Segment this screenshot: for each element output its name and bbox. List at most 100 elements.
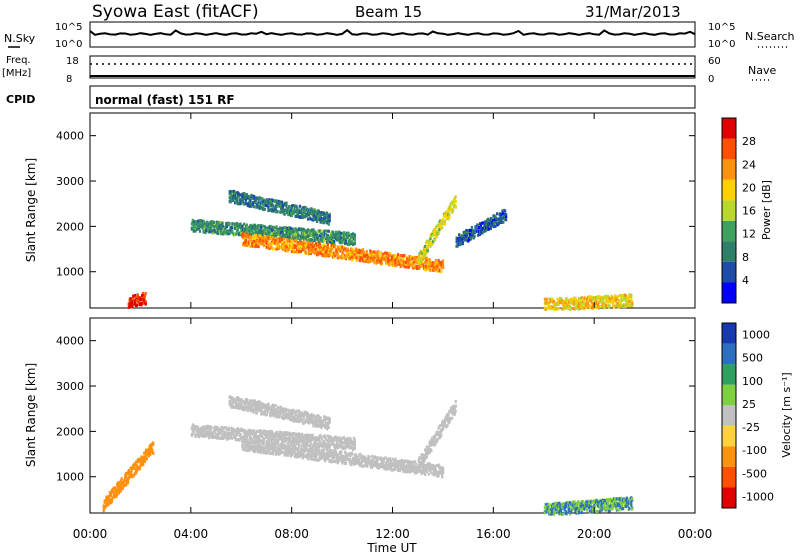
echo-cell: [608, 304, 611, 308]
echo-cell: [424, 241, 428, 245]
echo-cell: [270, 451, 273, 455]
echo-cell: [494, 224, 497, 228]
echo-cell: [336, 446, 339, 449]
echo-cell: [136, 294, 139, 298]
echo-cell: [384, 251, 387, 255]
echo-cell: [363, 464, 366, 468]
echo-cell: [298, 417, 301, 421]
echo-cell: [417, 259, 420, 262]
echo-cell: [437, 474, 440, 478]
echo-cell: [317, 438, 320, 441]
echo-cell: [328, 219, 331, 223]
echo-cell: [245, 193, 248, 197]
echo-cell: [369, 253, 372, 257]
echo-cell: [353, 238, 356, 242]
echo-cell: [340, 231, 343, 235]
echo-cell: [308, 436, 311, 440]
echo-cell: [135, 303, 138, 307]
echo-cell: [270, 245, 273, 249]
echo-cell: [546, 306, 549, 310]
echo-cell: [624, 294, 627, 298]
echo-cell: [247, 201, 250, 205]
echo-cell: [356, 250, 359, 254]
echo-cell: [277, 242, 280, 246]
echo-cell: [448, 209, 451, 213]
echo-cell: [380, 261, 383, 265]
echo-cell: [309, 457, 312, 461]
echo-cell: [316, 246, 320, 250]
echo-cell: [313, 208, 316, 212]
echo-cell: [207, 226, 210, 230]
echo-cell: [281, 412, 284, 416]
echo-cell: [304, 440, 307, 444]
echo-cell: [627, 295, 630, 299]
echo-cell: [372, 259, 375, 263]
echo-cell: [391, 255, 394, 259]
echo-cell: [271, 437, 275, 441]
echo-cell: [338, 232, 341, 236]
echo-cell: [631, 302, 634, 305]
echo-cell: [287, 207, 290, 211]
echo-cell: [560, 297, 563, 301]
echo-cell: [322, 248, 325, 252]
echo-cell: [318, 244, 321, 248]
echo-cell: [448, 213, 451, 217]
echo-cell: [292, 248, 295, 252]
echo-cell: [446, 215, 449, 219]
echo-cell: [243, 241, 246, 245]
echo-cell: [334, 253, 337, 257]
echo-cell: [343, 245, 346, 249]
echo-cell: [436, 472, 439, 476]
echo-cell: [349, 238, 352, 241]
echo-cell: [259, 234, 262, 238]
velocity-echoes: [102, 395, 634, 516]
echo-cell: [307, 443, 310, 447]
echo-cell: [287, 453, 290, 457]
echo-cell: [616, 295, 619, 299]
echo-cell: [482, 230, 485, 233]
echo-cell: [349, 250, 352, 254]
echo-cell: [627, 297, 630, 301]
echo-cell: [618, 305, 621, 309]
echo-cell: [301, 418, 304, 422]
echo-cell: [428, 239, 431, 242]
nsearch-label: N.Search: [745, 30, 795, 43]
echo-cell: [589, 298, 592, 302]
echo-cell: [307, 457, 310, 461]
echo-cell: [414, 266, 417, 270]
echo-cell: [240, 197, 243, 201]
echo-cell: [195, 425, 198, 429]
echo-cell: [422, 257, 425, 261]
echo-cell: [327, 455, 330, 459]
echo-cell: [279, 413, 282, 417]
echo-cell: [438, 269, 441, 273]
echo-cell: [279, 451, 282, 455]
echo-cell: [295, 239, 298, 243]
echo-cell: [379, 456, 383, 460]
echo-cell: [301, 206, 304, 210]
plot-title: Syowa East (fitACF): [92, 2, 259, 22]
echo-cell: [285, 408, 288, 412]
echo-cell: [255, 436, 258, 440]
echo-cell: [378, 251, 381, 255]
echo-cell: [207, 436, 211, 440]
echo-cell: [443, 222, 446, 226]
echo-cell: [332, 231, 335, 235]
echo-cell: [340, 438, 343, 442]
echo-cell: [316, 230, 320, 234]
echo-cell: [414, 469, 417, 472]
echo-cell: [367, 260, 370, 264]
echo-cell: [295, 244, 298, 248]
echo-cell: [274, 208, 277, 212]
echo-cell: [234, 232, 238, 236]
echo-cell: [323, 211, 326, 215]
echo-cell: [428, 266, 431, 270]
power-colorbar-label: Power [dB]: [760, 180, 773, 240]
y-tick-label: 2000: [56, 220, 84, 233]
echo-cell: [275, 247, 278, 251]
echo-cell: [251, 408, 254, 412]
echo-cell: [289, 437, 292, 441]
echo-cell: [252, 203, 255, 207]
echo-cell: [361, 248, 365, 252]
echo-cell: [551, 297, 554, 301]
